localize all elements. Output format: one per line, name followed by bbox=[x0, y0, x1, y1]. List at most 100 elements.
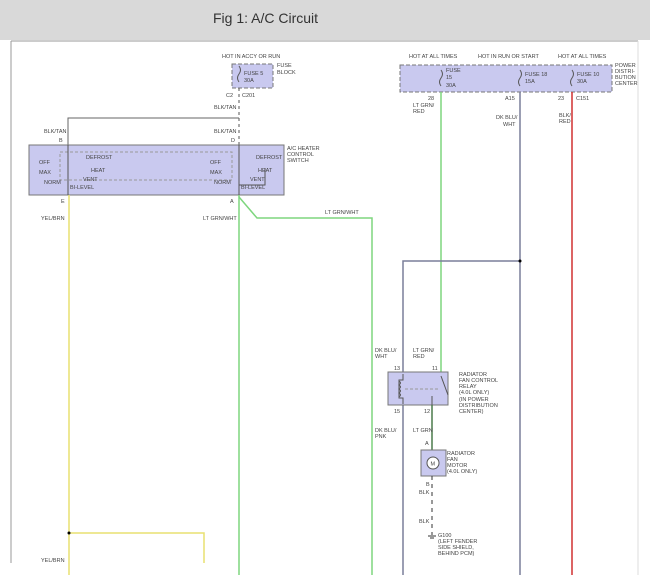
pdc-box bbox=[399, 64, 613, 93]
switch-contact bbox=[239, 168, 266, 186]
fuse-icon bbox=[570, 69, 574, 87]
wire-label: DK BLU/ bbox=[375, 348, 397, 354]
pos-defrost: DEFROST bbox=[86, 155, 113, 161]
connector-c2: C2 bbox=[226, 93, 233, 99]
fuse15-label: 15 bbox=[446, 75, 452, 81]
pdc-label: DISTRI- bbox=[615, 69, 635, 75]
wire-label: BLK bbox=[419, 519, 430, 525]
relay-switch-icon bbox=[440, 375, 449, 396]
motor-icon bbox=[426, 456, 440, 470]
radiator-fan-motor: M RADIATOR FAN MOTOR (4.0L ONLY) bbox=[420, 449, 477, 477]
switch-label: CONTROL bbox=[287, 152, 314, 158]
pin-label: 13 bbox=[394, 366, 400, 372]
wire-label: DK BLU/ bbox=[375, 428, 397, 434]
relay-label: CENTER) bbox=[459, 409, 484, 415]
pos-bilevel: BI-LEVEL bbox=[241, 185, 265, 191]
pin-label: A bbox=[230, 199, 234, 205]
pin-label: 12 bbox=[424, 409, 430, 415]
fuse5-rating: 30A bbox=[244, 78, 254, 84]
fuse18-label: FUSE 18 bbox=[525, 72, 547, 78]
pin-label: A bbox=[425, 441, 429, 447]
pdc-label: BUTION bbox=[615, 75, 636, 81]
pdc-label: CENTER bbox=[615, 81, 638, 87]
motor-label: FAN bbox=[447, 457, 458, 463]
pos-vent: VENT bbox=[83, 177, 98, 183]
relay-label: (4.0L ONLY) bbox=[459, 390, 489, 396]
ground-label: SIDE SHIELD, bbox=[438, 545, 474, 551]
pos-heat: HEAT bbox=[258, 168, 273, 174]
radiator-fan-control-relay: 13 11 RADIATOR FAN CONTROL RELAY (4.0L O… bbox=[387, 366, 498, 415]
fuse-icon bbox=[237, 65, 241, 83]
wire-label: BLK/TAN bbox=[214, 105, 237, 111]
pin-label: D bbox=[231, 138, 235, 144]
pin-label: 11 bbox=[432, 366, 438, 372]
fuse-block-box bbox=[231, 63, 274, 89]
relay-label: RADIATOR bbox=[459, 372, 487, 378]
wire-lt-grn-wht-branch bbox=[238, 196, 373, 575]
page-header: Fig 1: A/C Circuit bbox=[0, 0, 650, 40]
wire-label: RED bbox=[413, 354, 425, 360]
pin-label: 23 bbox=[558, 96, 564, 102]
fuse15-label: FUSE bbox=[446, 68, 461, 74]
wire-label: RED bbox=[413, 109, 425, 115]
wire-label: LT GRN/ bbox=[413, 348, 435, 354]
wire-label: LT GRN bbox=[413, 428, 433, 434]
fuse-block-label2: BLOCK bbox=[277, 70, 296, 76]
ac-heater-control-switch: OFF MAX NORM DEFROST HEAT VENT BI-LEVEL … bbox=[28, 144, 320, 196]
power-distribution-center: HOT AT ALL TIMES HOT IN RUN OR START HOT… bbox=[399, 54, 638, 93]
connector-c201: C201 bbox=[242, 93, 255, 99]
fuse10-rating: 30A bbox=[577, 79, 587, 85]
wire-label: BLK/TAN bbox=[214, 129, 237, 135]
ground-label: BEHIND PCM) bbox=[438, 551, 475, 557]
pin-label: A15 bbox=[505, 96, 515, 102]
wire-label: LT GRN/ bbox=[413, 103, 435, 109]
wire-label: BLK bbox=[419, 490, 430, 496]
wire-label: WHT bbox=[503, 122, 516, 128]
wire-label: LT GRN/WHT bbox=[325, 210, 359, 216]
motor-label: RADIATOR bbox=[447, 451, 475, 457]
fuse10-label: FUSE 10 bbox=[577, 72, 599, 78]
pdc-hot-label: HOT IN RUN OR START bbox=[478, 54, 539, 60]
pin-label: B bbox=[59, 138, 63, 144]
pdc-label: POWER bbox=[615, 63, 636, 69]
wire-label: PNK bbox=[375, 434, 387, 440]
pos-off: OFF bbox=[210, 160, 222, 166]
fuse-icon bbox=[439, 69, 443, 87]
wire-yel-brn-branch bbox=[69, 532, 205, 563]
pos-norm: NORM bbox=[44, 180, 61, 186]
wire-label: YEL/BRN bbox=[41, 558, 65, 564]
pin-label: B bbox=[426, 482, 430, 488]
splice-dot bbox=[67, 531, 71, 535]
fuse-block-label: FUSE bbox=[277, 63, 292, 69]
pos-defrost: DEFROST bbox=[256, 155, 283, 161]
pin-label: 15 bbox=[394, 409, 400, 415]
fuse18-rating: 15A bbox=[525, 79, 535, 85]
relay-label: FAN CONTROL bbox=[459, 378, 498, 384]
fuse-icon bbox=[518, 69, 522, 87]
pos-heat: HEAT bbox=[91, 168, 106, 174]
motor-symbol: M bbox=[431, 462, 436, 468]
motor-label: (4.0L ONLY) bbox=[447, 469, 477, 475]
wire-label: RED bbox=[559, 119, 571, 125]
wire-label: LT GRN/WHT bbox=[203, 216, 237, 222]
wire-label: BLK/ bbox=[559, 113, 571, 119]
wire-label: DK BLU/ bbox=[496, 115, 518, 121]
pos-norm: NORM bbox=[214, 180, 231, 186]
connector-c151: C151 bbox=[576, 96, 589, 102]
fuse-block-hot-label: HOT IN ACCY OR RUN bbox=[222, 54, 280, 60]
motor-label: MOTOR bbox=[447, 463, 467, 469]
wire-label: BLK/TAN bbox=[44, 129, 67, 135]
wire-label: YEL/BRN bbox=[41, 216, 65, 222]
pdc-hot-label: HOT AT ALL TIMES bbox=[409, 54, 458, 60]
pos-bilevel: BI-LEVEL bbox=[70, 185, 94, 191]
pos-max: MAX bbox=[39, 170, 51, 176]
switch-box bbox=[28, 144, 285, 196]
wire-dk-blu-wht-branch bbox=[402, 260, 520, 575]
wire-blk-tan bbox=[67, 117, 239, 145]
pin-label: E bbox=[61, 199, 65, 205]
switch-label: A/C HEATER bbox=[287, 146, 320, 152]
fuse5-label: FUSE 5 bbox=[244, 71, 263, 77]
ground-icon bbox=[428, 535, 436, 539]
splice-dot bbox=[518, 259, 522, 263]
